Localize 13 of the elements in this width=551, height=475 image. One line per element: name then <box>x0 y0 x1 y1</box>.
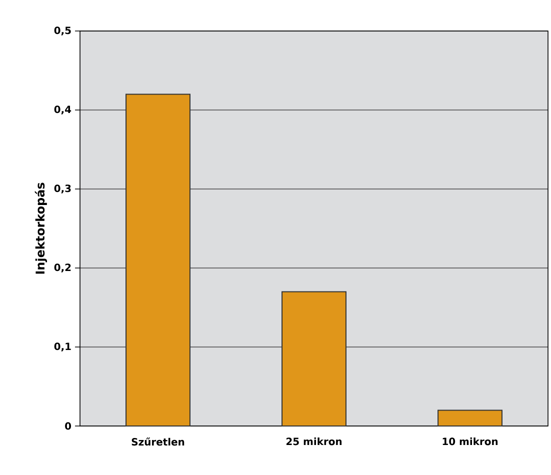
x-tick-label: 25 mikron <box>286 437 342 446</box>
y-tick-label: 0,5 <box>54 26 71 36</box>
y-tick-label: 0,2 <box>54 264 71 272</box>
bar <box>282 291 346 426</box>
y-axis-title: Injektorkopás <box>34 182 48 274</box>
y-tick-label: 0,4 <box>54 106 72 114</box>
bar <box>438 410 502 426</box>
x-tick-label: 10 mikron <box>442 437 498 446</box>
y-tick-label: 0 <box>65 422 72 430</box>
y-tick-label: 0,1 <box>54 342 71 352</box>
bar <box>126 94 190 426</box>
x-tick-label: Szűretlen <box>132 437 184 446</box>
y-tick-label: 0,3 <box>54 184 71 194</box>
